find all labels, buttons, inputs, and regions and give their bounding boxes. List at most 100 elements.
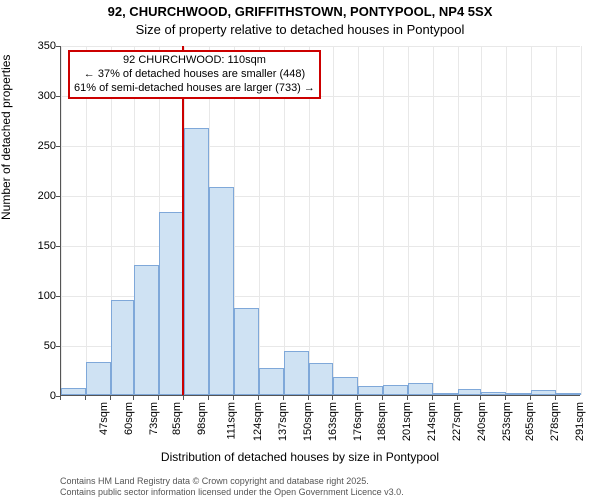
histogram-bar [209, 187, 234, 395]
y-tick-label: 150 [16, 240, 56, 252]
x-tick-label: 188sqm [376, 402, 388, 441]
x-tick-mark [432, 396, 433, 400]
histogram-bar [259, 368, 284, 395]
histogram-bar [506, 393, 531, 395]
x-tick-mark [357, 396, 358, 400]
annotation-line2: ← 37% of detached houses are smaller (44… [74, 68, 315, 82]
histogram-bar [134, 265, 159, 395]
y-axis-label: Number of detached properties [0, 55, 13, 220]
histogram-bar [433, 393, 458, 395]
histogram-bar [184, 128, 209, 395]
x-tick-label: 111sqm [226, 402, 238, 440]
y-tick-mark [56, 346, 60, 347]
x-tick-mark [110, 396, 111, 400]
gridline-h [61, 46, 580, 47]
y-tick-mark [56, 46, 60, 47]
histogram-bar [531, 390, 556, 395]
annotation-line3: 61% of semi-detached houses are larger (… [74, 82, 315, 96]
gridline-v [383, 46, 384, 395]
x-tick-mark [183, 396, 184, 400]
histogram-bar [159, 212, 184, 395]
x-tick-mark [283, 396, 284, 400]
gridline-v [408, 46, 409, 395]
y-tick-label: 350 [16, 40, 56, 52]
gridline-h [61, 196, 580, 197]
gridline-v [581, 46, 582, 395]
x-tick-label: 163sqm [328, 402, 340, 441]
x-tick-label: 98sqm [196, 402, 208, 435]
x-tick-mark [505, 396, 506, 400]
y-tick-label: 50 [16, 340, 56, 352]
x-tick-mark [133, 396, 134, 400]
gridline-v [433, 46, 434, 395]
y-tick-mark [56, 246, 60, 247]
x-tick-label: 124sqm [252, 402, 264, 441]
x-tick-mark [407, 396, 408, 400]
x-tick-mark [530, 396, 531, 400]
histogram-bar [556, 393, 581, 395]
gridline-v [333, 46, 334, 395]
y-tick-label: 0 [16, 390, 56, 402]
x-tick-mark [480, 396, 481, 400]
histogram-bar [111, 300, 134, 395]
x-tick-mark [308, 396, 309, 400]
gridline-v [61, 46, 62, 395]
x-tick-mark [208, 396, 209, 400]
gridline-h [61, 146, 580, 147]
gridline-v [506, 46, 507, 395]
x-tick-mark [382, 396, 383, 400]
x-tick-label: 201sqm [401, 402, 413, 441]
histogram-bar [61, 388, 86, 395]
x-tick-label: 176sqm [353, 402, 365, 441]
x-tick-label: 85sqm [171, 402, 183, 435]
x-tick-label: 291sqm [574, 402, 586, 441]
histogram-bar [333, 377, 358, 395]
chart-container: { "chart": { "type": "histogram", "title… [0, 0, 600, 500]
x-tick-mark [60, 396, 61, 400]
x-tick-mark [258, 396, 259, 400]
x-tick-mark [233, 396, 234, 400]
y-tick-mark [56, 146, 60, 147]
histogram-bar [86, 362, 111, 395]
x-tick-label: 137sqm [277, 402, 289, 441]
x-tick-mark [85, 396, 86, 400]
x-tick-mark [332, 396, 333, 400]
y-tick-label: 300 [16, 90, 56, 102]
chart-title-line1: 92, CHURCHWOOD, GRIFFITHSTOWN, PONTYPOOL… [0, 4, 600, 19]
x-tick-label: 150sqm [303, 402, 315, 441]
x-tick-label: 278sqm [549, 402, 561, 441]
histogram-bar [309, 363, 332, 395]
x-tick-label: 73sqm [148, 402, 160, 435]
histogram-bar [284, 351, 309, 395]
annotation-box: 92 CHURCHWOOD: 110sqm← 37% of detached h… [68, 50, 321, 99]
x-tick-label: 240sqm [476, 402, 488, 441]
histogram-bar [458, 389, 481, 395]
y-tick-label: 200 [16, 190, 56, 202]
histogram-bar [383, 385, 408, 395]
y-tick-mark [56, 296, 60, 297]
x-tick-label: 227sqm [451, 402, 463, 441]
x-tick-mark [158, 396, 159, 400]
gridline-h [61, 246, 580, 247]
footer-line1: Contains HM Land Registry data © Crown c… [60, 476, 404, 487]
chart-title-line2: Size of property relative to detached ho… [0, 22, 600, 37]
y-tick-label: 100 [16, 290, 56, 302]
x-tick-label: 253sqm [501, 402, 513, 441]
histogram-bar [408, 383, 433, 395]
y-tick-mark [56, 196, 60, 197]
x-tick-label: 60sqm [123, 402, 135, 435]
footer-line2: Contains public sector information licen… [60, 487, 404, 498]
gridline-v [531, 46, 532, 395]
histogram-bar [481, 392, 506, 395]
gridline-v [481, 46, 482, 395]
histogram-bar [358, 386, 383, 395]
chart-footer: Contains HM Land Registry data © Crown c… [60, 476, 404, 498]
x-tick-mark [555, 396, 556, 400]
gridline-v [556, 46, 557, 395]
histogram-bar [234, 308, 259, 395]
annotation-line1: 92 CHURCHWOOD: 110sqm [74, 54, 315, 68]
x-axis-label: Distribution of detached houses by size … [0, 450, 600, 464]
x-tick-mark [457, 396, 458, 400]
gridline-v [458, 46, 459, 395]
x-tick-label: 214sqm [426, 402, 438, 441]
